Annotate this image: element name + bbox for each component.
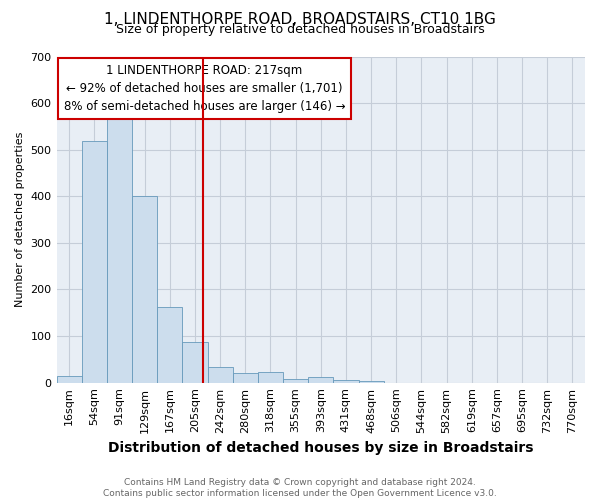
- Bar: [157, 306, 182, 382]
- Bar: [56, 376, 82, 382]
- Bar: [233, 373, 258, 382]
- Bar: [107, 112, 132, 382]
- Text: Contains HM Land Registry data © Crown copyright and database right 2024.
Contai: Contains HM Land Registry data © Crown c…: [103, 478, 497, 498]
- Text: Size of property relative to detached houses in Broadstairs: Size of property relative to detached ho…: [116, 22, 484, 36]
- Bar: [359, 381, 383, 382]
- Bar: [334, 380, 359, 382]
- Text: 1, LINDENTHORPE ROAD, BROADSTAIRS, CT10 1BG: 1, LINDENTHORPE ROAD, BROADSTAIRS, CT10 …: [104, 12, 496, 28]
- Bar: [283, 379, 308, 382]
- X-axis label: Distribution of detached houses by size in Broadstairs: Distribution of detached houses by size …: [108, 441, 533, 455]
- Bar: [308, 376, 334, 382]
- Bar: [208, 368, 233, 382]
- Bar: [132, 196, 157, 382]
- Text: 1 LINDENTHORPE ROAD: 217sqm
← 92% of detached houses are smaller (1,701)
8% of s: 1 LINDENTHORPE ROAD: 217sqm ← 92% of det…: [64, 64, 346, 112]
- Bar: [182, 342, 208, 382]
- Y-axis label: Number of detached properties: Number of detached properties: [15, 132, 25, 308]
- Bar: [82, 141, 107, 382]
- Bar: [258, 372, 283, 382]
